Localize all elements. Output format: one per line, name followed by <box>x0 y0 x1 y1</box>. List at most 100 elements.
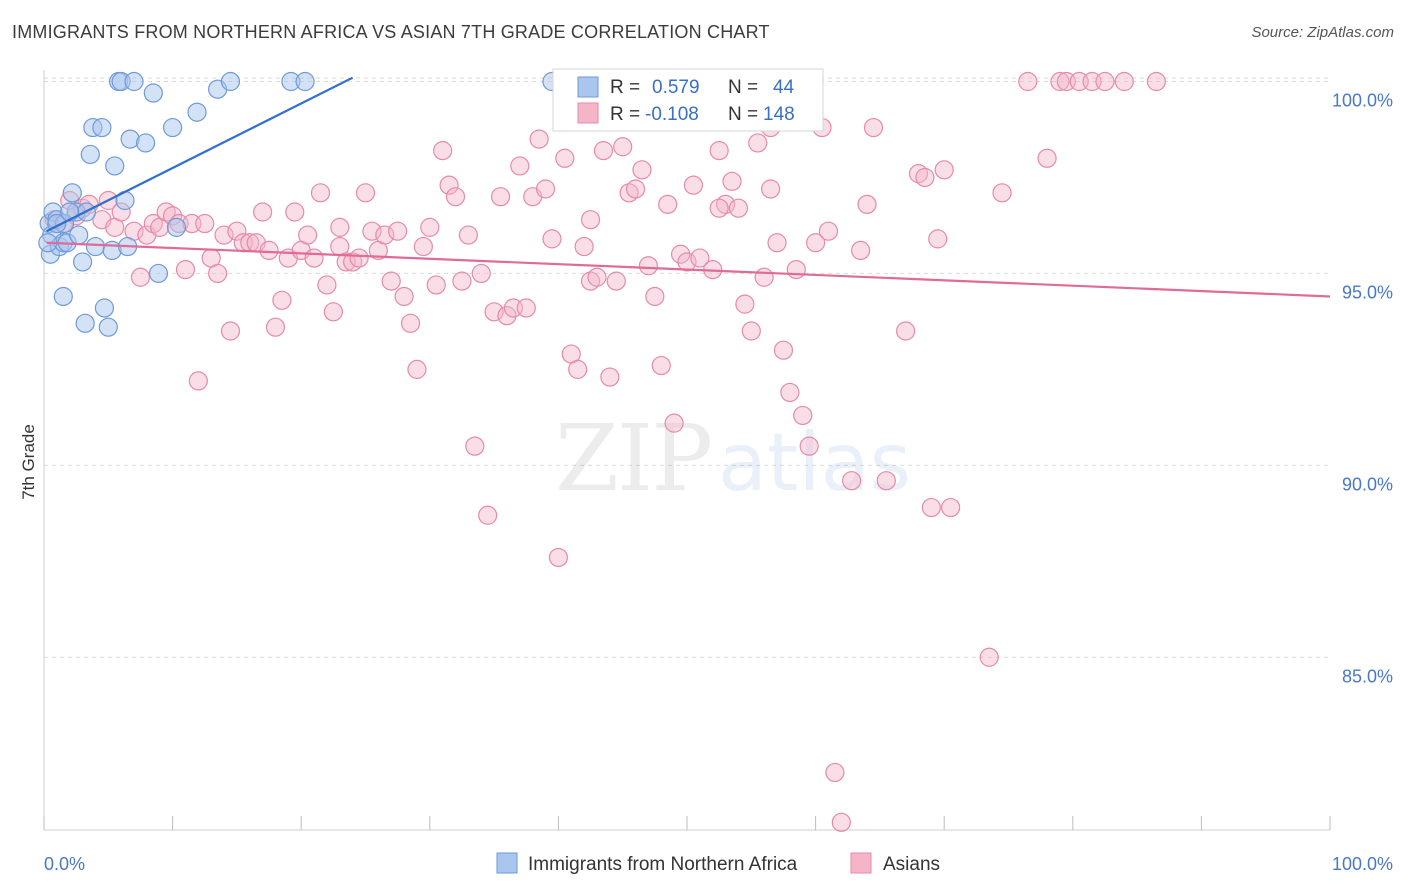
northern-africa-points <box>38 71 562 337</box>
asians-point-145 <box>580 210 601 230</box>
asians-point-52 <box>394 286 414 307</box>
asians-point-40 <box>317 275 337 295</box>
asians-point-67 <box>490 187 511 207</box>
asians-point-133 <box>992 183 1012 203</box>
asians-point-140 <box>1095 71 1115 92</box>
asians-point-25 <box>220 321 241 341</box>
bottom-legend-swatch-blue <box>496 852 518 874</box>
trend-lines <box>46 76 1331 298</box>
trend-line-asians <box>46 241 1331 298</box>
asians-point-35 <box>285 202 305 222</box>
asians-point-142 <box>1146 71 1166 92</box>
x-tick-label-1: 100.0% <box>1332 854 1393 874</box>
northern-africa-point-40 <box>75 313 95 333</box>
bottom-legend-label-pink: Asians <box>883 854 940 875</box>
asians-point-118 <box>825 762 845 783</box>
northern-africa-point-33 <box>187 102 207 122</box>
asians-point-43 <box>336 252 356 272</box>
asians-point-134 <box>1018 71 1038 92</box>
asians-point-121 <box>851 240 871 261</box>
asians-point-93 <box>658 194 678 214</box>
bottom-legend-swatch-pink <box>850 852 872 874</box>
asians-point-80 <box>574 236 594 257</box>
watermark-zip: ZIP <box>555 405 711 512</box>
legend-n-label-pink: N = <box>728 104 758 125</box>
asians-point-96 <box>677 252 697 272</box>
northern-africa-point-17 <box>92 117 112 138</box>
asians-point-77 <box>555 148 575 168</box>
asians-point-136 <box>1050 71 1070 92</box>
asians-point-61 <box>452 271 472 291</box>
asians-point-88 <box>625 179 646 199</box>
y-tick-labels: 85.0% 90.0% 95.0% 100.0% <box>1332 91 1393 687</box>
asians-point-38 <box>304 248 324 268</box>
northern-africa-point-12 <box>72 252 93 272</box>
asians-point-68 <box>497 306 517 326</box>
asians-point-45 <box>349 248 369 268</box>
asians-point-91 <box>645 286 665 307</box>
northern-africa-point-42 <box>60 202 80 222</box>
asians-point-132 <box>979 647 999 667</box>
northern-africa-point-29 <box>143 83 163 103</box>
asians-point-49 <box>375 225 395 245</box>
asians-point-90 <box>638 256 659 276</box>
asians-point-64 <box>471 263 491 284</box>
asians-point-129 <box>928 229 948 249</box>
asians-point-146 <box>330 217 350 237</box>
legend-r-label-pink: R = <box>610 104 640 125</box>
legend-n-value-pink: 148 <box>763 104 795 125</box>
legend-r-value-blue: 0.579 <box>652 77 700 98</box>
asians-point-144 <box>709 198 729 218</box>
chart-source: Source: ZipAtlas.com <box>1251 24 1394 41</box>
asians-point-55 <box>413 236 433 257</box>
asians-point-30 <box>253 202 273 222</box>
asians-point-84 <box>600 367 620 387</box>
asians-point-53 <box>400 313 421 333</box>
legend-swatch-blue <box>577 76 599 98</box>
asians-point-109 <box>767 233 787 253</box>
legend-n-value-blue: 44 <box>773 77 795 98</box>
asians-point-106 <box>748 133 768 153</box>
y-tick-label-2: 95.0% <box>1342 282 1393 302</box>
asians-point-105 <box>741 321 761 341</box>
asians-point-75 <box>542 229 562 249</box>
asians-point-108 <box>760 179 781 199</box>
asians-point-33 <box>272 290 292 310</box>
y-tick-label-0: 85.0% <box>1342 666 1393 686</box>
northern-africa-point-39 <box>53 286 73 307</box>
northern-africa-point-37 <box>295 71 315 92</box>
asians-point-114 <box>799 436 819 456</box>
asians-point-65 <box>478 505 498 525</box>
asians-point-130 <box>934 160 954 180</box>
asians-point-123 <box>863 117 884 138</box>
asians-point-54 <box>407 359 427 379</box>
asians-point-47 <box>362 221 382 241</box>
asians-point-63 <box>465 436 485 456</box>
y-tick-label-1: 90.0% <box>1342 474 1393 494</box>
asians-point-115 <box>805 233 826 253</box>
asians-point-128 <box>921 497 941 518</box>
asians-point-21 <box>195 213 215 234</box>
watermark-atlas: atlas <box>718 416 911 509</box>
chart-title: IMMIGRANTS FROM NORTHERN AFRICA VS ASIAN… <box>12 22 770 42</box>
asians-point-56 <box>420 217 440 237</box>
asians-point-66 <box>484 302 504 322</box>
asians-point-74 <box>535 179 556 199</box>
asians-point-127 <box>915 167 935 188</box>
asians-point-111 <box>780 382 800 403</box>
asians-point-107 <box>754 267 774 287</box>
asians-point-46 <box>355 183 376 203</box>
asians-point-86 <box>613 137 633 157</box>
northern-africa-point-19 <box>98 317 118 337</box>
asians-point-11 <box>130 267 151 287</box>
asians-point-31 <box>259 240 279 261</box>
asians-point-26 <box>227 221 247 241</box>
asians-point-119 <box>831 812 851 832</box>
asians-point-100 <box>709 141 729 161</box>
asians-point-94 <box>664 413 684 433</box>
asians-point-62 <box>458 225 478 245</box>
asians-point-85 <box>606 271 626 291</box>
asians-point-117 <box>818 221 839 241</box>
asians-point-120 <box>842 471 862 491</box>
asians-point-37 <box>298 225 318 245</box>
